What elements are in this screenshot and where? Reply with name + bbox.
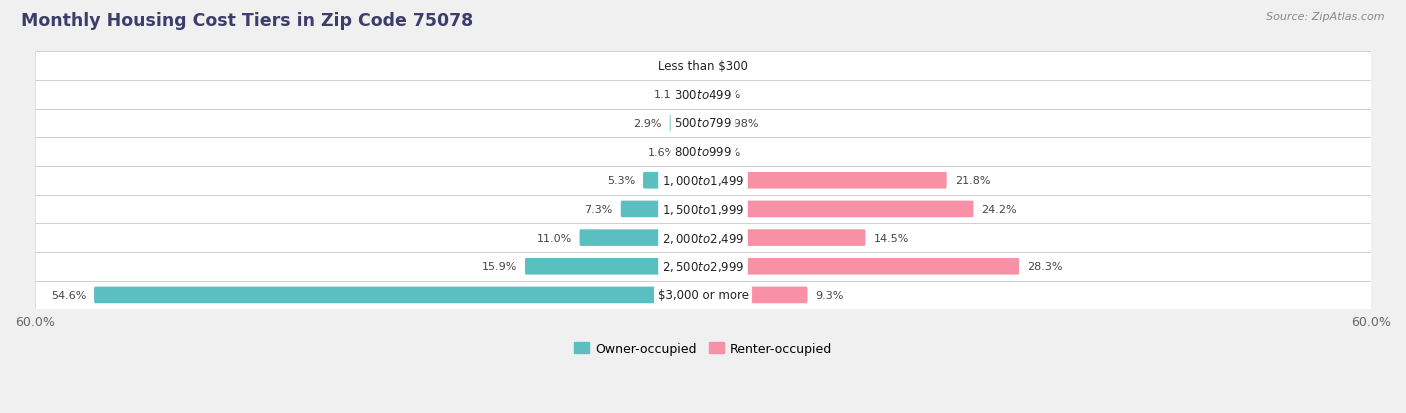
Bar: [35, 81, 1371, 109]
Bar: [35, 109, 1371, 138]
Text: Less than $300: Less than $300: [658, 60, 748, 73]
Bar: [35, 224, 1371, 252]
Text: $3,000 or more: $3,000 or more: [658, 289, 748, 302]
Bar: [35, 52, 1371, 81]
Bar: [35, 281, 1371, 309]
Text: 7.3%: 7.3%: [585, 204, 613, 214]
Text: 21.8%: 21.8%: [955, 176, 990, 186]
FancyBboxPatch shape: [669, 115, 704, 132]
Text: 0.0%: 0.0%: [711, 90, 740, 100]
FancyBboxPatch shape: [702, 230, 866, 246]
Text: 1.1%: 1.1%: [654, 90, 682, 100]
Legend: Owner-occupied, Renter-occupied: Owner-occupied, Renter-occupied: [568, 337, 838, 360]
FancyBboxPatch shape: [699, 58, 704, 75]
Text: 0.0%: 0.0%: [711, 147, 740, 157]
Bar: [35, 166, 1371, 195]
FancyBboxPatch shape: [702, 287, 807, 304]
Text: Source: ZipAtlas.com: Source: ZipAtlas.com: [1267, 12, 1385, 22]
FancyBboxPatch shape: [524, 259, 704, 275]
Text: $1,500 to $1,999: $1,500 to $1,999: [662, 202, 744, 216]
Text: 28.3%: 28.3%: [1026, 262, 1063, 272]
FancyBboxPatch shape: [702, 201, 973, 218]
Text: Monthly Housing Cost Tiers in Zip Code 75078: Monthly Housing Cost Tiers in Zip Code 7…: [21, 12, 474, 30]
Text: 11.0%: 11.0%: [536, 233, 572, 243]
Text: 2.9%: 2.9%: [633, 119, 662, 128]
Text: 1.6%: 1.6%: [648, 147, 676, 157]
Text: 0.26%: 0.26%: [655, 62, 692, 71]
Text: 24.2%: 24.2%: [981, 204, 1017, 214]
Text: 15.9%: 15.9%: [482, 262, 517, 272]
FancyBboxPatch shape: [702, 259, 1019, 275]
Text: $2,500 to $2,999: $2,500 to $2,999: [662, 260, 744, 274]
Text: $2,000 to $2,499: $2,000 to $2,499: [662, 231, 744, 245]
FancyBboxPatch shape: [690, 87, 704, 103]
Text: $500 to $799: $500 to $799: [673, 117, 733, 130]
FancyBboxPatch shape: [702, 173, 946, 189]
Text: 0.98%: 0.98%: [723, 119, 758, 128]
Bar: [35, 195, 1371, 224]
Text: 5.3%: 5.3%: [607, 176, 636, 186]
Text: 9.3%: 9.3%: [815, 290, 844, 300]
FancyBboxPatch shape: [702, 115, 714, 132]
Text: 14.5%: 14.5%: [873, 233, 908, 243]
FancyBboxPatch shape: [685, 144, 704, 161]
Text: $1,000 to $1,499: $1,000 to $1,499: [662, 174, 744, 188]
FancyBboxPatch shape: [579, 230, 704, 246]
FancyBboxPatch shape: [643, 173, 704, 189]
Bar: [35, 138, 1371, 166]
Text: 54.6%: 54.6%: [51, 290, 86, 300]
Text: 0.0%: 0.0%: [711, 62, 740, 71]
Text: $300 to $499: $300 to $499: [673, 88, 733, 102]
Text: $800 to $999: $800 to $999: [673, 146, 733, 159]
Bar: [35, 252, 1371, 281]
FancyBboxPatch shape: [621, 201, 704, 218]
FancyBboxPatch shape: [94, 287, 704, 304]
